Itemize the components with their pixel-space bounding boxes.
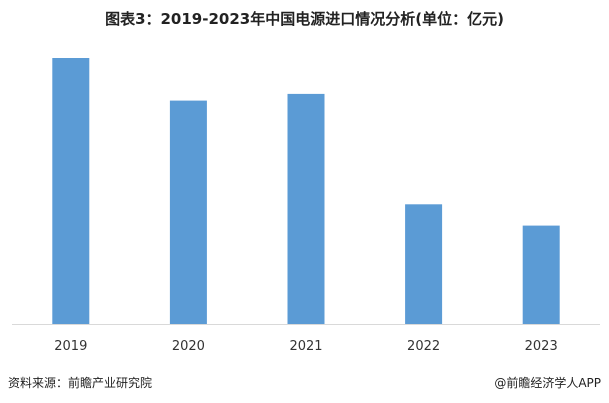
bar-2023 bbox=[522, 225, 560, 324]
x-tick-label-2020: 2020 bbox=[172, 339, 205, 354]
bar-2021 bbox=[287, 93, 325, 325]
x-tick-label-2023: 2023 bbox=[525, 339, 558, 354]
bar-2020 bbox=[169, 100, 207, 324]
chart-title: 图表3：2019-2023年中国电源进口情况分析(单位：亿元) bbox=[105, 10, 504, 28]
x-tick-labels: 2019 2020 2021 2022 2023 bbox=[54, 339, 557, 354]
bar-group bbox=[52, 58, 560, 325]
x-tick-label-2022: 2022 bbox=[407, 339, 440, 354]
source-note: 资料来源：前瞻产业研究院 bbox=[8, 376, 153, 390]
x-tick-label-2019: 2019 bbox=[54, 339, 87, 354]
brand-credit: @前瞻经济学人APP bbox=[494, 376, 601, 390]
bar-2019 bbox=[52, 58, 90, 324]
bar-2022 bbox=[405, 204, 443, 324]
x-tick-label-2021: 2021 bbox=[289, 339, 322, 354]
